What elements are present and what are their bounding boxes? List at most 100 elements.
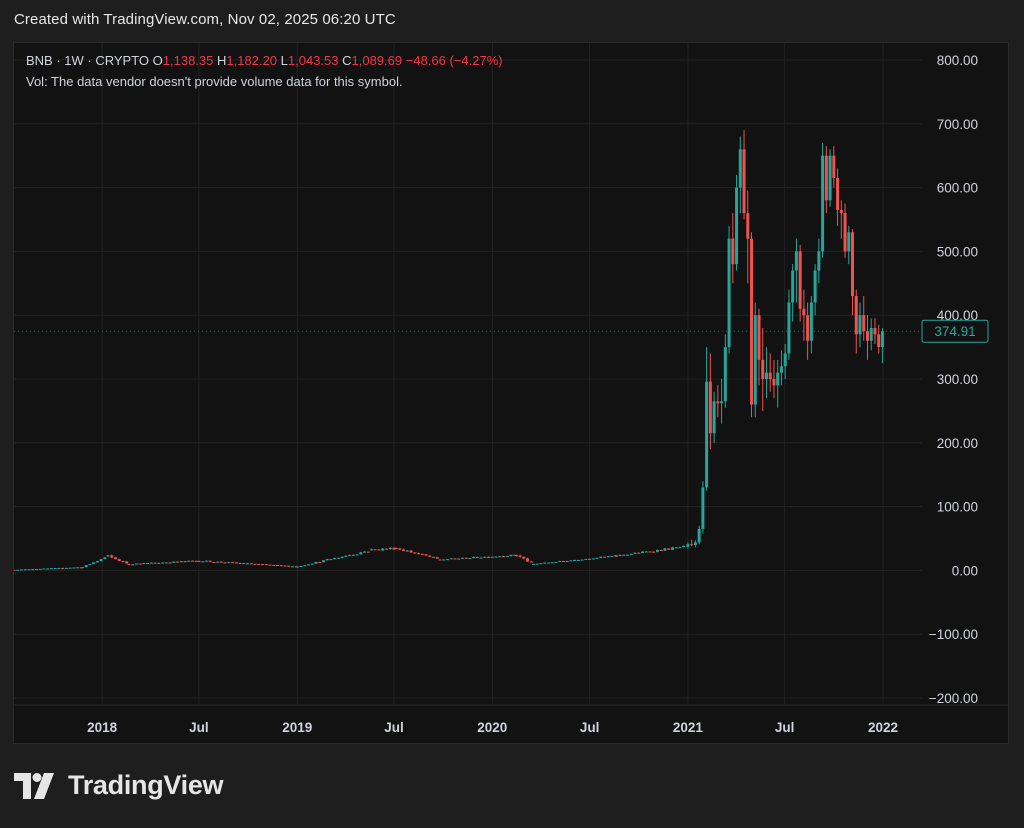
candle-body (869, 327, 873, 341)
candle-body (146, 562, 150, 564)
candle-body (487, 556, 491, 558)
candle-body (701, 487, 705, 529)
candle-body (370, 549, 374, 551)
candle-body (68, 567, 72, 569)
candle-body (329, 559, 333, 561)
candle-body (72, 567, 76, 569)
candle-body (670, 547, 674, 550)
tradingview-logo[interactable]: TradingView (14, 770, 224, 801)
candle-body (377, 549, 381, 551)
candle-body (561, 560, 565, 562)
candle-body (223, 562, 227, 564)
candle-body (435, 557, 439, 559)
candle-body (384, 548, 388, 550)
candle-body (121, 561, 125, 563)
candle-body (513, 554, 517, 556)
candle-body (453, 558, 457, 560)
candle-body (858, 315, 862, 335)
candle-body (333, 557, 337, 560)
y-tick-label: 500.00 (937, 244, 978, 259)
candle-body (42, 568, 46, 570)
candle-body (409, 550, 413, 553)
candle-body (432, 556, 436, 558)
candle-body (340, 556, 344, 558)
symbol-legend: BNB · 1W · CRYPTO O1,138.35 H1,182.20 L1… (26, 53, 503, 89)
candle-body (183, 561, 187, 563)
x-tick-label: Jul (580, 720, 600, 735)
x-tick-label: 2021 (673, 720, 704, 735)
legend-symbol: BNB · 1W · CRYPTO (26, 53, 150, 68)
candle-body (543, 562, 547, 564)
candle-body (76, 567, 80, 569)
candle-body (179, 561, 183, 563)
candle-body (783, 353, 787, 367)
tradingview-logo-icon (14, 772, 54, 799)
candle-body (242, 563, 246, 565)
candle-body (303, 565, 307, 567)
candle-body (438, 559, 442, 561)
candle-body (92, 562, 96, 565)
candle-body (253, 563, 257, 565)
x-tick-label: Jul (384, 720, 404, 735)
candle-body (106, 555, 110, 557)
candle-body (475, 556, 479, 558)
candle-body (246, 563, 250, 565)
x-tick-label: 2020 (477, 720, 507, 735)
candle-body (750, 238, 754, 405)
candle-body (53, 568, 57, 570)
candle-body (468, 558, 472, 560)
candle-body (659, 549, 663, 551)
candle-body (373, 549, 377, 551)
candle-body (546, 562, 550, 564)
last-price-badge (921, 319, 989, 343)
candle-body (283, 565, 287, 567)
candle-body (569, 560, 573, 562)
candle-body (95, 561, 99, 563)
candle-body (787, 302, 791, 354)
candle-body (279, 565, 283, 567)
legend-close-key: C (342, 53, 352, 68)
y-tick-label: 100.00 (937, 500, 978, 515)
y-tick-label: 0.00 (952, 563, 978, 578)
legend-low-key: L (280, 53, 288, 68)
candle-body (88, 564, 92, 566)
candle-body (614, 555, 618, 557)
candle-body (479, 557, 483, 559)
candle-body (413, 552, 417, 554)
legend-open-key: O (152, 53, 163, 68)
candle-body (535, 563, 539, 565)
chart-pane[interactable]: 800.00 700.00 600.00 500.00 400.00 300.00 200.… (13, 42, 1009, 744)
legend-low-value: 1,043.53 (287, 53, 339, 68)
candle-body (817, 251, 821, 271)
candle-body (287, 565, 291, 567)
tradingview-logo-text: TradingView (68, 770, 224, 800)
candle-body (138, 563, 142, 565)
candle-body (442, 559, 446, 561)
candle-body (779, 366, 783, 373)
candle-body (392, 547, 396, 550)
candle-body (325, 559, 329, 561)
candle-body (498, 556, 502, 558)
x-tick-label: Jul (775, 720, 795, 735)
candle-body (460, 557, 464, 559)
candle-body (550, 562, 554, 564)
chart-caption: Created with TradingView.com, Nov 02, 20… (14, 11, 396, 28)
legend-close-value: 1,089.69 (351, 53, 403, 68)
candle-body (518, 555, 522, 557)
candle-body (802, 308, 806, 316)
candle-body (168, 562, 172, 564)
candle-body (595, 557, 599, 559)
candle-body (633, 552, 637, 554)
candle-body (588, 558, 592, 560)
candle-body (526, 558, 530, 562)
candle-body (791, 270, 795, 303)
candle-body (644, 551, 648, 553)
candle-body (836, 178, 840, 210)
candle-body (295, 566, 299, 568)
y-tick-label: 700.00 (937, 117, 978, 132)
candle-body (472, 556, 476, 559)
candle-body (445, 559, 449, 561)
candle-body (16, 569, 20, 571)
candlestick-chart[interactable]: 800.00 700.00 600.00 500.00 400.00 300.00 200.… (14, 43, 1008, 743)
candle-body (854, 296, 858, 335)
